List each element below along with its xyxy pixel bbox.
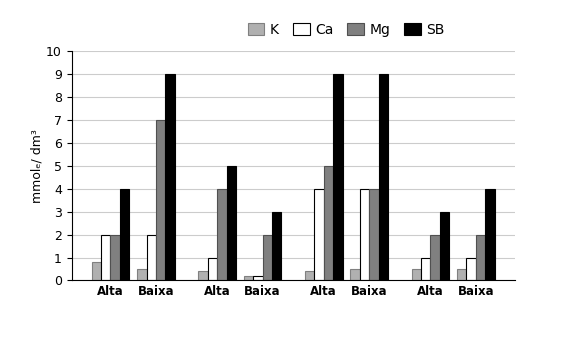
Bar (457, 269, 466, 280)
Bar (156, 120, 165, 280)
Bar (227, 166, 236, 280)
Bar (421, 258, 430, 280)
Bar (92, 262, 101, 280)
Bar (146, 235, 156, 280)
Bar (198, 271, 208, 280)
Bar (379, 74, 388, 280)
Bar (272, 212, 281, 280)
Bar (485, 189, 495, 280)
Bar (137, 269, 146, 280)
Bar (315, 189, 324, 280)
Bar (244, 276, 253, 280)
Y-axis label: mmolₑ/ dm³: mmolₑ/ dm³ (30, 129, 43, 203)
Bar (208, 258, 217, 280)
Bar (360, 189, 369, 280)
Bar (101, 235, 110, 280)
Bar (253, 276, 263, 280)
Bar (476, 235, 485, 280)
Bar (411, 269, 421, 280)
Legend: K, Ca, Mg, SB: K, Ca, Mg, SB (242, 17, 451, 42)
Bar (165, 74, 175, 280)
Bar (120, 189, 129, 280)
Bar (110, 235, 120, 280)
Bar (217, 189, 227, 280)
Bar (333, 74, 343, 280)
Bar (351, 269, 360, 280)
Bar (305, 271, 315, 280)
Bar (440, 212, 449, 280)
Bar (430, 235, 440, 280)
Bar (466, 258, 476, 280)
Bar (263, 235, 272, 280)
Bar (324, 166, 333, 280)
Bar (369, 189, 379, 280)
